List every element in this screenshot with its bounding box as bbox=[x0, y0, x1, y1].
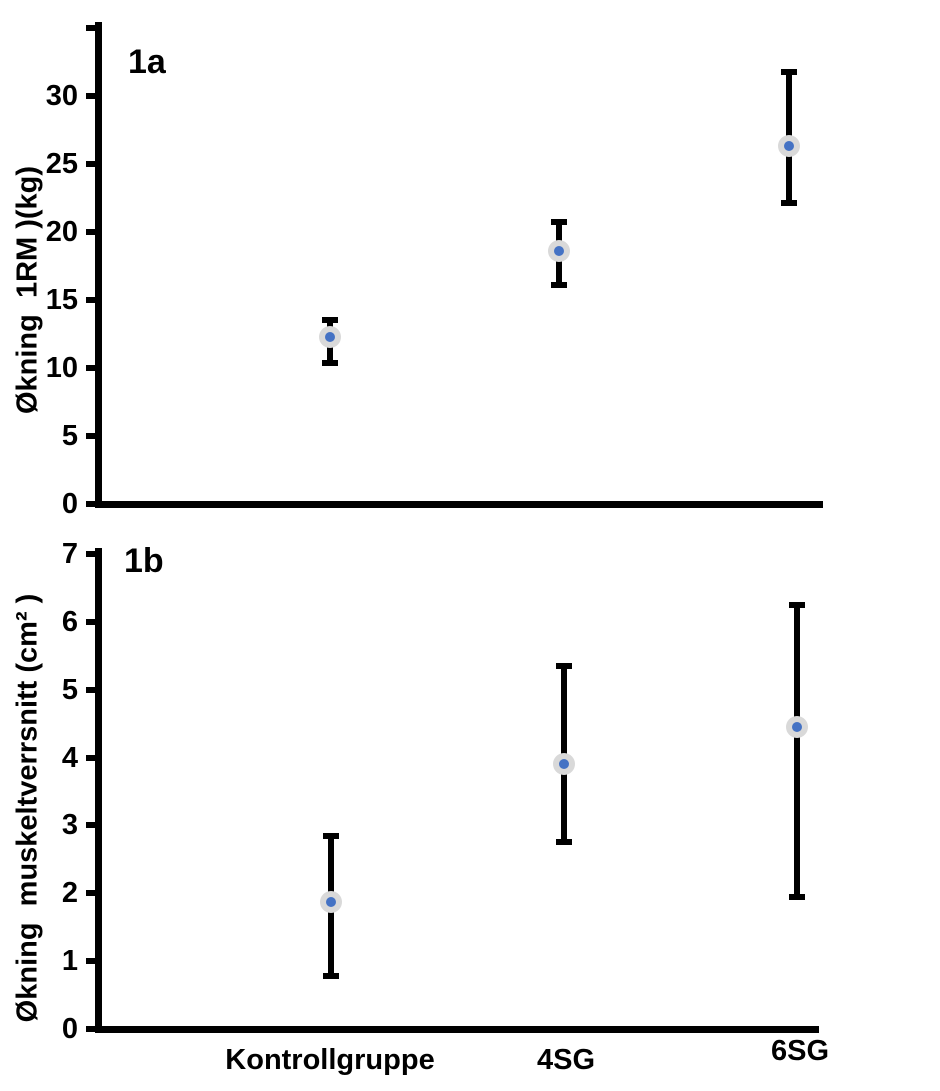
y-axis-tick-1b bbox=[86, 550, 98, 557]
error-bar-cap-top-1a bbox=[322, 317, 338, 324]
error-bar-cap-bottom-1a bbox=[551, 282, 567, 289]
error-bar-cap-top-1b bbox=[789, 601, 805, 608]
y-tick-label-1a: 15 bbox=[45, 284, 78, 316]
y-axis-tick-1b bbox=[86, 686, 98, 693]
x-axis-line-1a bbox=[94, 500, 823, 508]
error-bar-cap-top-1b bbox=[323, 832, 339, 839]
x-category-label-4sg: 4SG bbox=[536, 1044, 596, 1076]
panel-label-1b: 1b bbox=[124, 542, 164, 580]
y-axis-tick-1a bbox=[86, 433, 98, 439]
y-tick-label-1a: 10 bbox=[45, 352, 78, 384]
panel-label-1a: 1a bbox=[128, 43, 166, 81]
y-axis-tick-1a bbox=[86, 297, 98, 303]
y-axis-tick-1a bbox=[86, 229, 98, 235]
error-bar-cap-bottom-1b bbox=[789, 893, 805, 900]
y-tick-label-1a: 5 bbox=[61, 420, 78, 452]
data-point-inner-1a bbox=[325, 331, 335, 342]
y-axis-tick-top-1a bbox=[86, 25, 98, 31]
y-tick-label-1b: 7 bbox=[61, 537, 78, 570]
error-bar-cap-top-1a bbox=[551, 219, 567, 226]
error-bar-cap-bottom-1b bbox=[323, 973, 339, 980]
error-bar-cap-bottom-1b bbox=[556, 839, 572, 846]
data-point-inner-1b bbox=[559, 759, 569, 770]
data-point-inner-1a bbox=[554, 246, 564, 257]
y-axis-tick-1b bbox=[86, 1026, 98, 1032]
x-category-label-6sg: 6SG bbox=[770, 1035, 830, 1067]
y-tick-label-1b: 6 bbox=[61, 605, 78, 638]
y-axis-tick-1b bbox=[86, 890, 98, 897]
y-axis-tick-1b bbox=[86, 958, 98, 965]
y-tick-label-1a: 25 bbox=[45, 148, 78, 180]
error-bar-1b bbox=[794, 604, 800, 897]
x-axis-line-1b bbox=[94, 1025, 819, 1033]
y-tick-label-1a: 30 bbox=[45, 80, 78, 112]
error-bar-cap-bottom-1a bbox=[781, 200, 797, 207]
error-bar-cap-bottom-1a bbox=[322, 359, 338, 366]
data-point-inner-1a bbox=[784, 141, 794, 152]
y-axis-tick-1b bbox=[86, 618, 98, 625]
error-bar-cap-top-1b bbox=[556, 662, 572, 669]
y-tick-label-1b: 5 bbox=[61, 673, 78, 706]
y-axis-tick-1a bbox=[86, 365, 98, 371]
y-tick-label-1b: 4 bbox=[61, 741, 78, 774]
data-point-inner-1b bbox=[326, 897, 336, 908]
y-axis-tick-1b bbox=[86, 822, 98, 829]
y-axis-line-1b bbox=[94, 548, 102, 1033]
y-tick-label-1b: 2 bbox=[61, 877, 78, 910]
y-axis-tick-1a bbox=[86, 93, 98, 99]
y-axis-tick-1a bbox=[86, 161, 98, 167]
y-tick-label-1a: 0 bbox=[61, 488, 78, 520]
y-tick-label-1b: 1 bbox=[61, 945, 78, 978]
y-tick-label-1b: 0 bbox=[61, 1013, 78, 1045]
y-axis-tick-1a bbox=[86, 501, 98, 507]
data-point-inner-1b bbox=[792, 722, 802, 733]
y-axis-line-1a bbox=[94, 22, 102, 508]
y-axis-tick-1b bbox=[86, 754, 98, 761]
error-bar-cap-top-1a bbox=[781, 68, 797, 75]
y-tick-label-1a: 20 bbox=[45, 216, 78, 248]
y-tick-label-1b: 3 bbox=[61, 809, 78, 842]
x-category-label-kontrollgruppe: Kontrollgruppe bbox=[225, 1044, 435, 1076]
